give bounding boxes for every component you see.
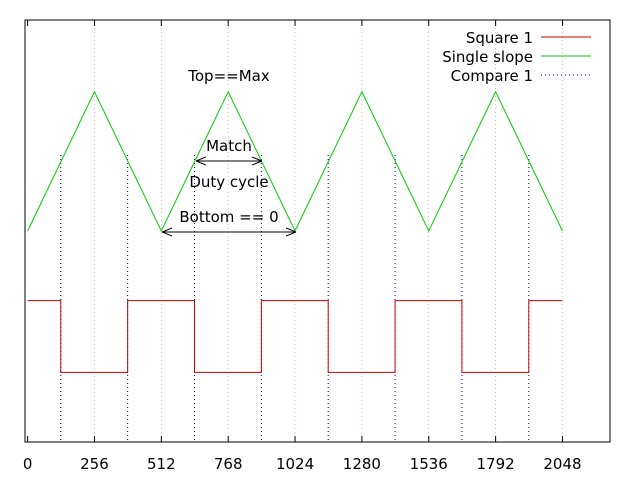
x-tick-label: 256 (80, 455, 109, 473)
x-axis-ticks: 0 256 512 768 1024 1280 1536 1792 2048 (23, 20, 582, 473)
legend-label-square: Square 1 (466, 29, 533, 47)
series-line-0 (27, 300, 563, 373)
x-tick-label: 1536 (410, 455, 448, 473)
annotation-top: Top==Max (187, 67, 270, 85)
x-tick-label: 1792 (477, 455, 515, 473)
x-tick-label: 0 (23, 455, 33, 473)
annotations: Top==Max Match Duty cycle Bottom == 0 (162, 67, 296, 232)
x-tick-label: 1280 (343, 455, 381, 473)
annotation-bottom: Bottom == 0 (179, 208, 278, 226)
plot-frame (24, 19, 611, 443)
legend-label-compare: Compare 1 (451, 67, 533, 85)
legend-label-slope: Single slope (442, 48, 533, 66)
legend-item-square: Square 1 (466, 29, 591, 47)
x-tick-label: 768 (214, 455, 243, 473)
annotation-match: Match (206, 137, 252, 155)
legend: Square 1 Single slope Compare 1 (442, 29, 591, 85)
x-tick-label: 512 (147, 455, 176, 473)
legend-item-slope: Single slope (442, 48, 591, 66)
x-tick-label: 2048 (543, 455, 581, 473)
x-tick-label: 1024 (276, 455, 314, 473)
annotation-duty: Duty cycle (189, 173, 268, 191)
legend-item-compare: Compare 1 (451, 67, 591, 85)
compare-lines (60, 155, 530, 442)
